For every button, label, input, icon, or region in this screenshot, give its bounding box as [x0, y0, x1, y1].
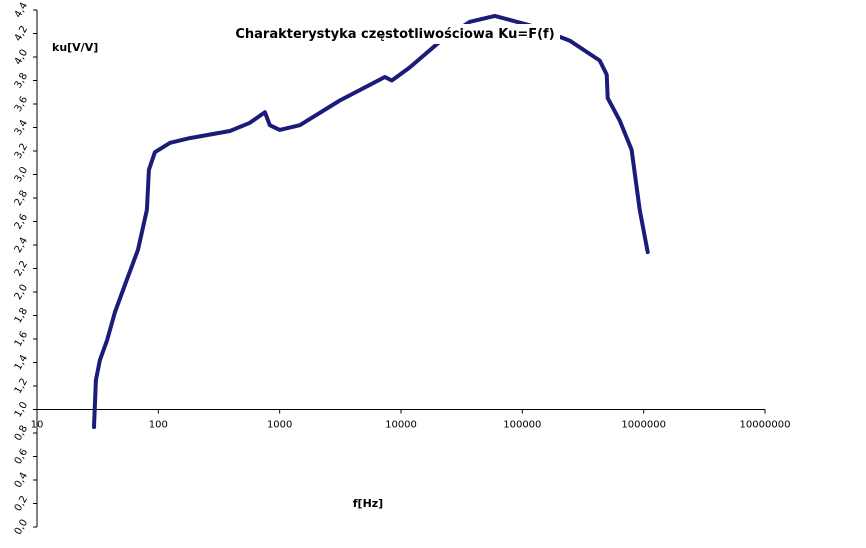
- y-tick-label: 1,8: [13, 306, 30, 325]
- y-tick-label: 3,8: [13, 71, 30, 90]
- y-tick-label: 3,0: [13, 165, 30, 184]
- y-tick-label: 1,2: [13, 377, 30, 396]
- y-tick-label: 3,6: [13, 95, 30, 114]
- y-tick-label: 1,6: [13, 330, 30, 349]
- x-tick-label: 10000: [385, 420, 417, 431]
- x-axis-label: f[Hz]: [353, 497, 383, 510]
- y-tick-label: 1,4: [13, 353, 30, 372]
- y-tick-label: 2,4: [13, 236, 30, 255]
- x-tick-label: 1000: [267, 420, 292, 431]
- chart-title: Charakterystyka częstotliwościowa Ku=F(f…: [235, 27, 554, 42]
- x-tick-label: 10: [31, 420, 44, 431]
- title-background: [230, 24, 560, 44]
- y-tick-label: 2,2: [13, 259, 30, 278]
- y-tick-label: 3,4: [13, 118, 30, 137]
- x-tick-label: 1000000: [621, 420, 666, 431]
- y-tick-label: 0,0: [13, 518, 30, 537]
- y-tick-label: 2,8: [13, 189, 30, 208]
- y-tick-label: 2,6: [13, 212, 30, 231]
- y-tick-label: 0,6: [13, 447, 30, 466]
- data-line: [92, 13, 650, 430]
- y-tick-label: 2,0: [13, 283, 30, 302]
- y-tick-label: 3,2: [13, 142, 30, 161]
- y-axis-label: ku[V/V]: [52, 41, 98, 54]
- x-tick-label: 10000000: [740, 420, 791, 431]
- y-tick-label: 0,8: [13, 424, 30, 443]
- x-tick-label: 100000: [503, 420, 541, 431]
- y-tick-label: 0,4: [13, 471, 30, 490]
- y-tick-label: 1,0: [13, 400, 30, 419]
- y-tick-label: 4,2: [13, 24, 30, 43]
- y-tick-label: 4,4: [13, 1, 30, 20]
- y-tick-label: 4,0: [13, 48, 30, 67]
- y-tick-label: 0,2: [13, 494, 30, 513]
- x-tick-label: 100: [149, 420, 168, 431]
